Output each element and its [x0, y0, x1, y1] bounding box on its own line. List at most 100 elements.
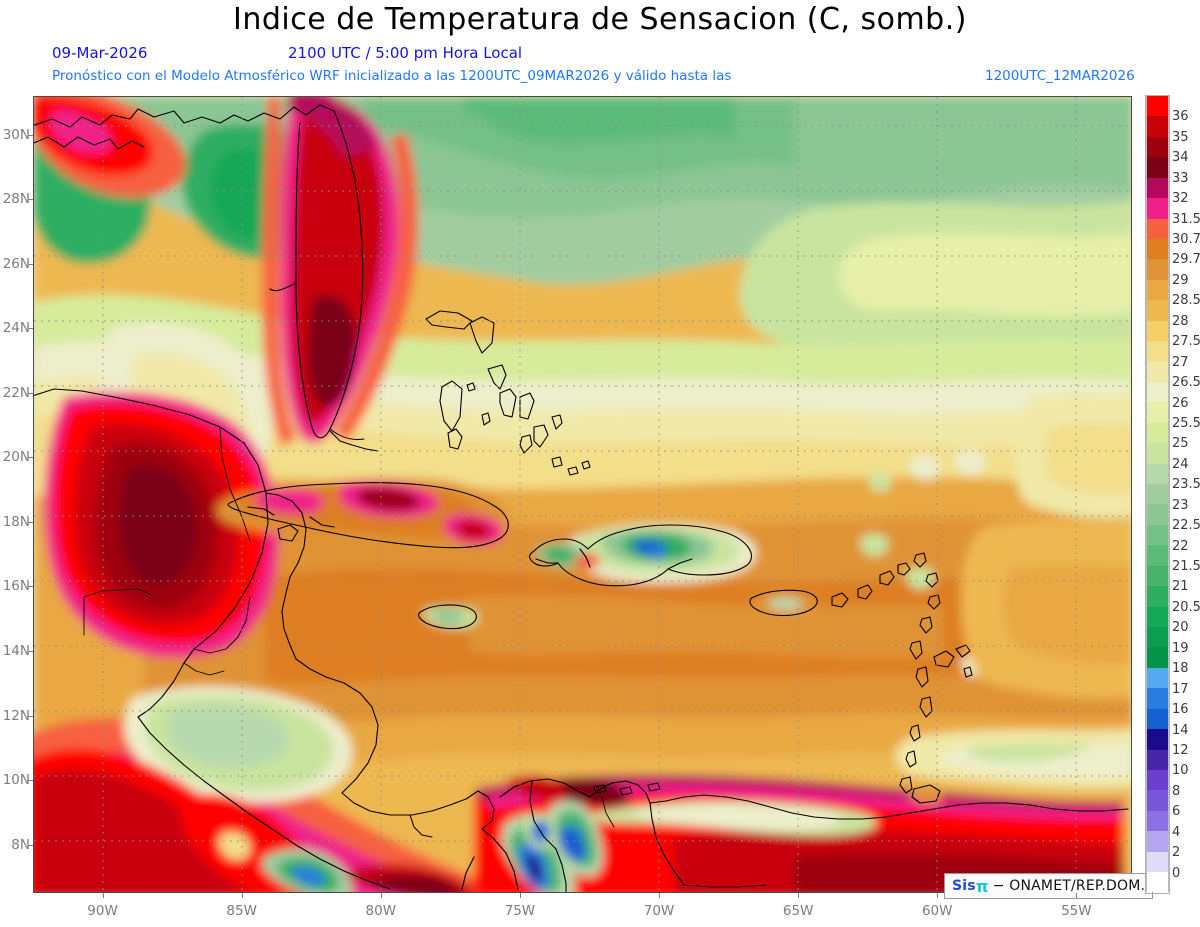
colorbar-swatch[interactable]: [1146, 443, 1169, 464]
colorbar-tick-26: 26: [1172, 395, 1189, 411]
x-axis-tick-80w: 80W: [365, 903, 397, 919]
colorbar-swatch[interactable]: [1146, 218, 1169, 239]
y-axis-tick-mark: [28, 457, 33, 459]
colorbar-tick-35: 35: [1172, 129, 1189, 145]
coastlines: [34, 104, 1129, 892]
y-axis-tick-30n: 30N: [2, 126, 30, 143]
colorbar-tick-20: 20: [1172, 620, 1189, 636]
colorbar-tick-23: 23: [1172, 497, 1189, 513]
y-axis-tick-mark: [28, 521, 33, 523]
forecast-time: 2100 UTC / 5:00 pm Hora Local: [288, 44, 523, 62]
y-axis-tick-20n: 20N: [2, 449, 30, 466]
colorbar-tick-34: 34: [1172, 150, 1189, 166]
colorbar[interactable]: [1146, 96, 1169, 893]
x-axis-tick-65w: 65W: [782, 903, 814, 919]
x-axis-tick-mark: [241, 893, 243, 898]
colorbar-swatch[interactable]: [1146, 729, 1169, 750]
colorbar-swatch[interactable]: [1146, 606, 1169, 627]
colorbar-swatch[interactable]: [1146, 810, 1169, 832]
colorbar-swatch[interactable]: [1146, 422, 1169, 444]
colorbar-swatch[interactable]: [1146, 279, 1169, 301]
colorbar-swatch[interactable]: [1146, 667, 1169, 689]
map-plot-area[interactable]: [33, 96, 1132, 893]
x-axis-tick-mark: [798, 893, 800, 898]
colorbar-swatch[interactable]: [1146, 484, 1169, 505]
colorbar-swatch[interactable]: [1146, 177, 1169, 199]
y-axis-tick-mark: [28, 199, 33, 201]
colorbar-swatch[interactable]: [1146, 565, 1169, 587]
colorbar-swatch[interactable]: [1146, 157, 1169, 178]
colorbar-tick-36: 36: [1172, 109, 1189, 125]
y-axis-tick-mark: [28, 715, 33, 717]
x-axis-tick-mark: [102, 893, 104, 898]
attribution-box: Sis π − ONAMET/REP.DOM.: [944, 873, 1154, 899]
colorbar-tick-25: 25: [1172, 436, 1189, 452]
y-axis-tick-mark: [28, 650, 33, 652]
colorbar-swatch[interactable]: [1146, 872, 1169, 893]
y-axis-tick-10n: 10N: [2, 772, 30, 789]
colorbar-swatch[interactable]: [1146, 320, 1169, 342]
x-axis-tick-mark: [380, 893, 382, 898]
x-axis-tick-70w: 70W: [643, 903, 675, 919]
colorbar-swatch[interactable]: [1146, 341, 1169, 362]
colorbar-swatch[interactable]: [1146, 238, 1169, 260]
colorbar-tick-28.5: 28.5: [1172, 293, 1200, 309]
colorbar-swatch[interactable]: [1146, 381, 1169, 403]
x-axis-tick-mark: [519, 893, 521, 898]
colorbar-tick-2: 2: [1172, 845, 1181, 861]
colorbar-tick-16: 16: [1172, 702, 1189, 718]
colorbar-swatch[interactable]: [1146, 831, 1169, 852]
colorbar-swatch[interactable]: [1146, 402, 1169, 423]
colorbar-swatch[interactable]: [1146, 851, 1169, 873]
y-axis-tick-22n: 22N: [2, 384, 30, 401]
colorbar-swatch[interactable]: [1146, 361, 1169, 382]
colorbar-swatch[interactable]: [1146, 96, 1169, 117]
agency-label: − ONAMET/REP.DOM.: [992, 878, 1146, 894]
colorbar-tick-27.5: 27.5: [1172, 334, 1200, 350]
y-axis-tick-8n: 8N: [11, 836, 30, 853]
colorbar-swatch[interactable]: [1146, 586, 1169, 607]
map-gridlines: [34, 97, 1131, 892]
colorbar-tick-26.5: 26.5: [1172, 375, 1200, 391]
colorbar-swatch[interactable]: [1146, 749, 1169, 770]
colorbar-tick-4: 4: [1172, 824, 1181, 840]
colorbar-swatch[interactable]: [1146, 688, 1169, 709]
colorbar-tick-17: 17: [1172, 681, 1189, 697]
colorbar-swatch[interactable]: [1146, 463, 1169, 485]
y-axis-tick-12n: 12N: [2, 707, 30, 724]
colorbar-swatch[interactable]: [1146, 198, 1169, 219]
forecast-date: 09-Mar-2026: [52, 44, 148, 62]
colorbar-tick-21: 21: [1172, 579, 1189, 595]
colorbar-tick-14: 14: [1172, 722, 1189, 738]
page-title: Indice de Temperatura de Sensacion (C, s…: [233, 2, 967, 37]
colorbar-swatch[interactable]: [1146, 545, 1169, 566]
y-axis-tick-28n: 28N: [2, 191, 30, 208]
model-description-row: Pronóstico con el Modelo Atmosférico WRF…: [0, 68, 1200, 88]
y-axis-tick-14n: 14N: [2, 642, 30, 659]
colorbar-tick-23.5: 23.5: [1172, 477, 1200, 493]
colorbar-tick-19: 19: [1172, 640, 1189, 656]
colorbar-tick-8: 8: [1172, 783, 1181, 799]
colorbar-swatch[interactable]: [1146, 790, 1169, 811]
y-axis-tick-mark: [28, 844, 33, 846]
y-axis-tick-26n: 26N: [2, 255, 30, 272]
colorbar-swatch[interactable]: [1146, 259, 1169, 280]
colorbar-tick-21.5: 21.5: [1172, 559, 1200, 575]
model-description: Pronóstico con el Modelo Atmosférico WRF…: [52, 68, 732, 84]
colorbar-tick-29: 29: [1172, 272, 1189, 288]
colorbar-tick-12: 12: [1172, 742, 1189, 758]
y-axis-tick-mark: [28, 263, 33, 265]
y-axis-tick-mark: [28, 586, 33, 588]
x-axis-tick-mark: [1076, 893, 1078, 898]
colorbar-swatch[interactable]: [1146, 708, 1169, 730]
colorbar-swatch[interactable]: [1146, 769, 1169, 791]
colorbar-swatch[interactable]: [1146, 647, 1169, 668]
colorbar-swatch[interactable]: [1146, 524, 1169, 546]
colorbar-swatch[interactable]: [1146, 116, 1169, 137]
x-axis-tick-85w: 85W: [226, 903, 257, 919]
colorbar-tick-30.7: 30.7: [1172, 232, 1200, 248]
colorbar-swatch[interactable]: [1146, 300, 1169, 321]
colorbar-swatch[interactable]: [1146, 504, 1169, 525]
colorbar-swatch[interactable]: [1146, 136, 1169, 158]
colorbar-swatch[interactable]: [1146, 626, 1169, 648]
